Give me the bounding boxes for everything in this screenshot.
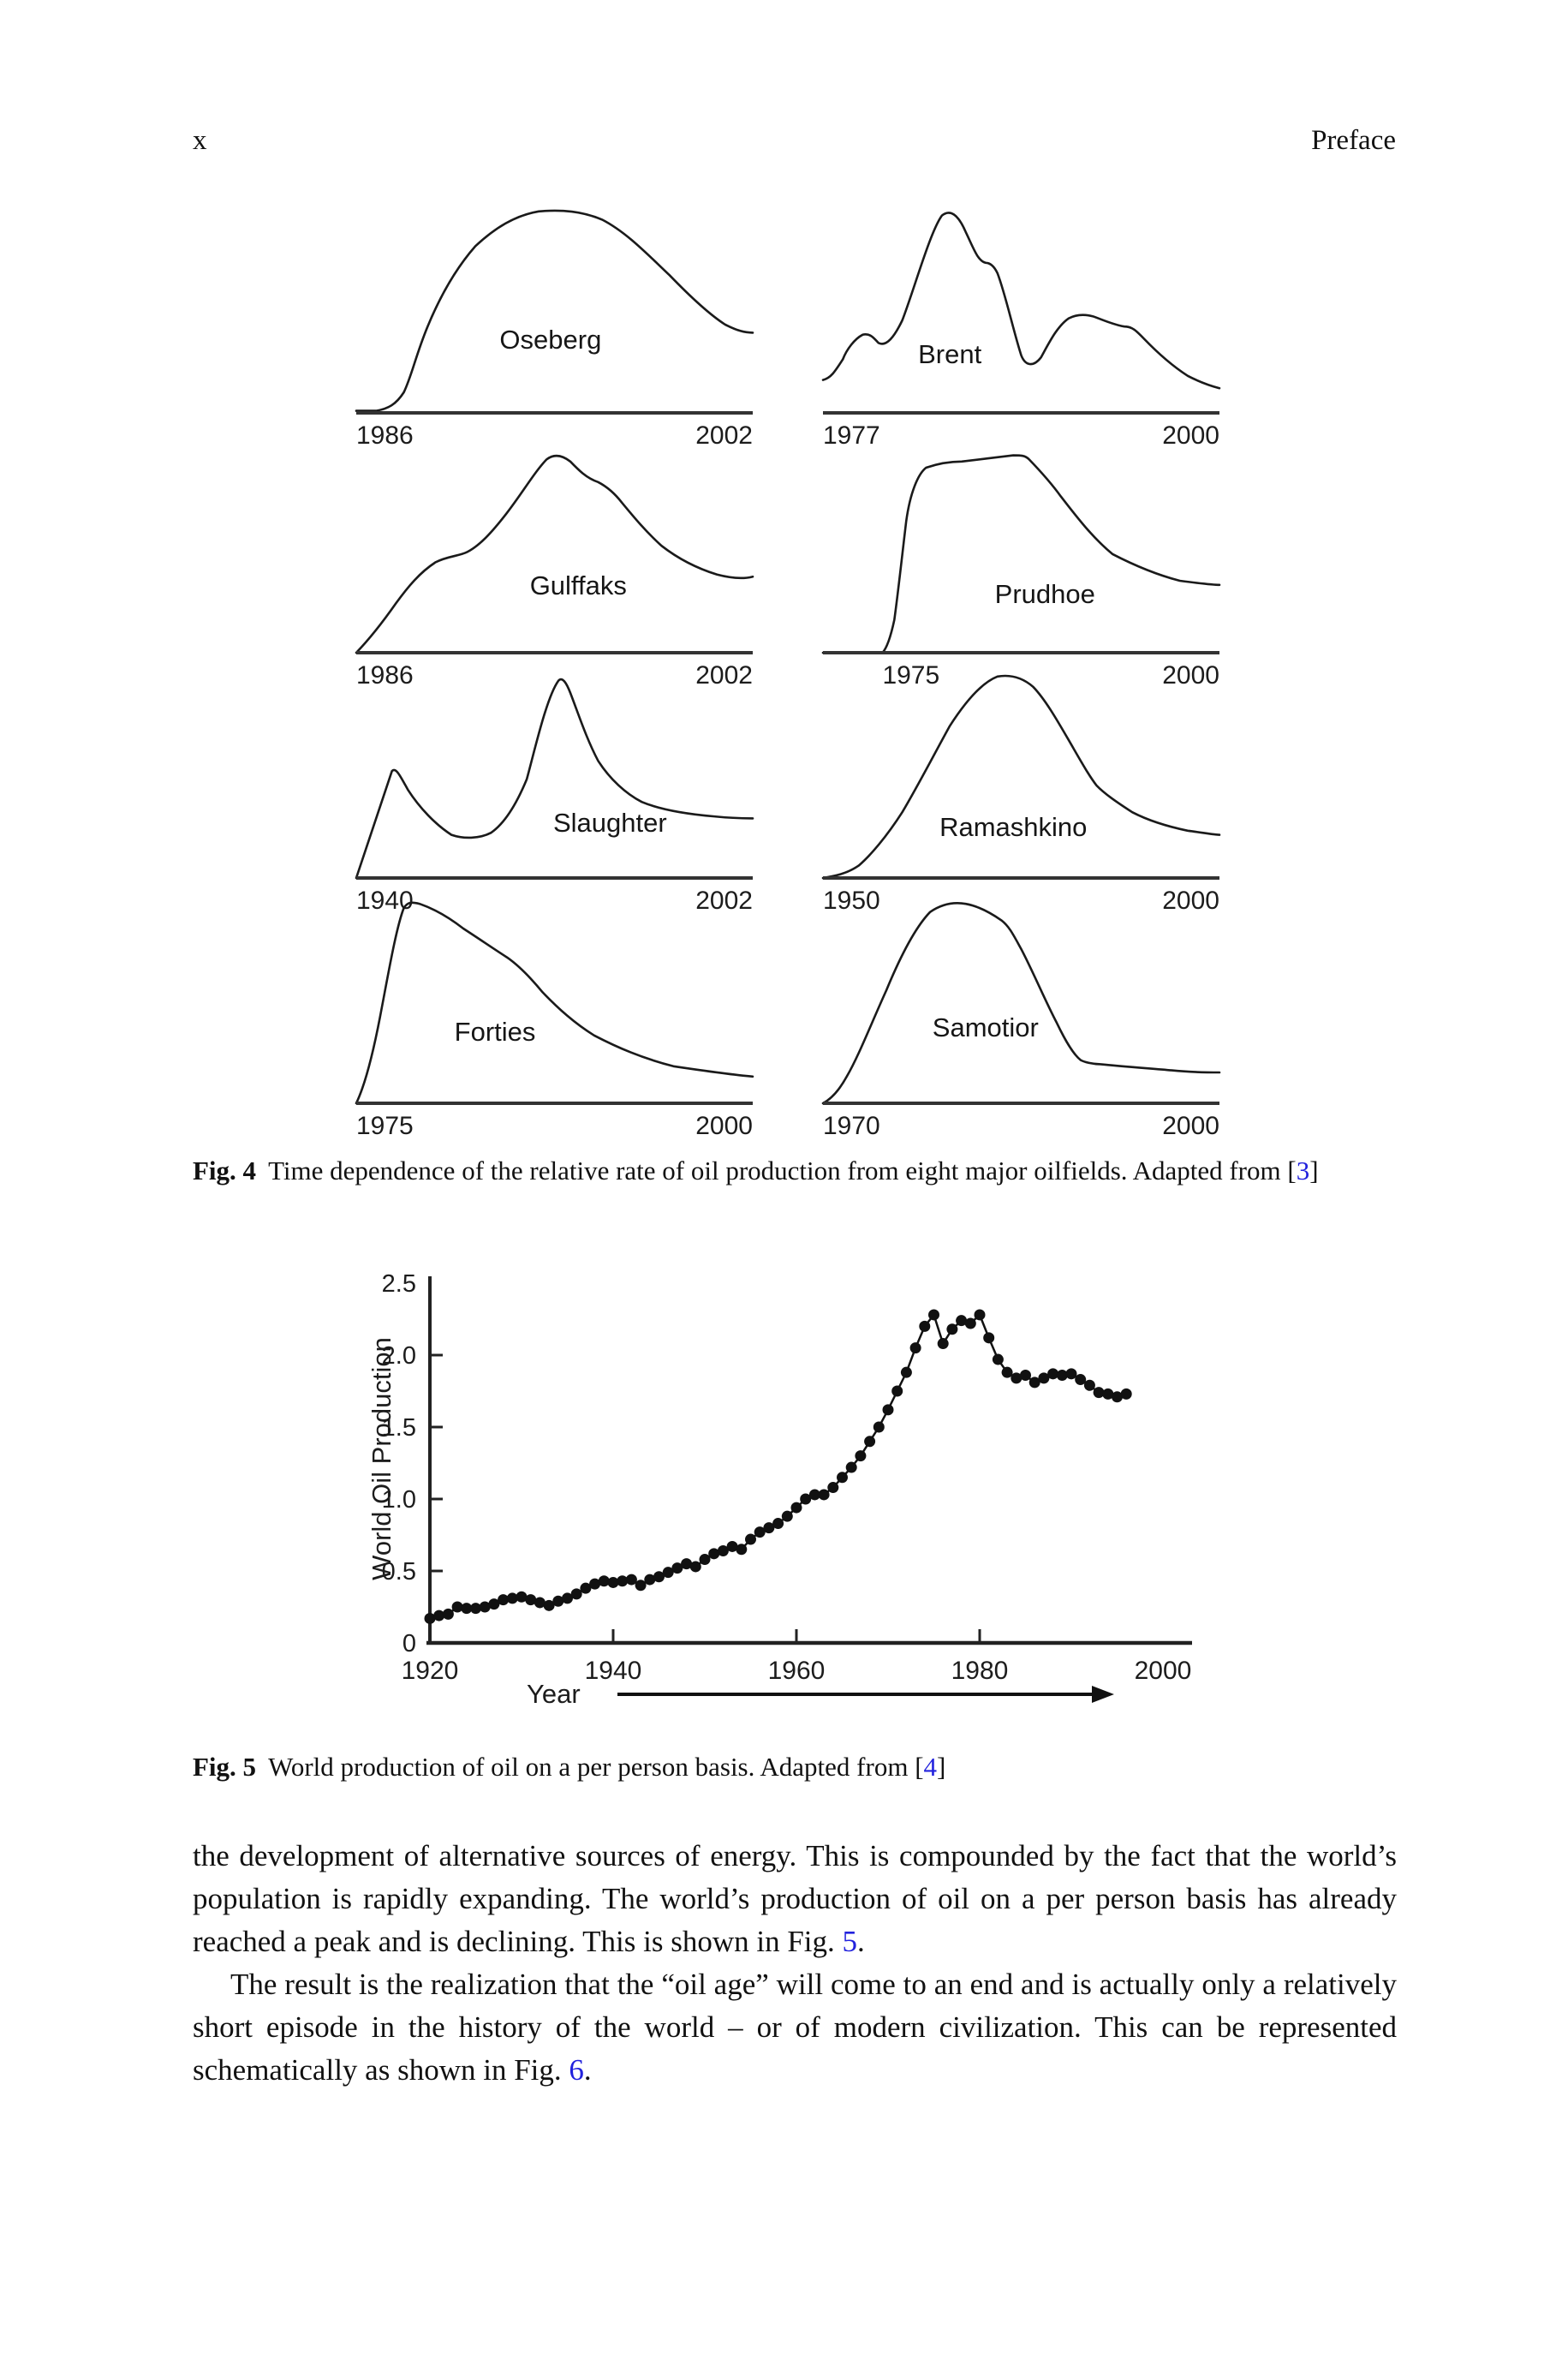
oilfield-curve [356, 672, 753, 878]
axis-end-year-label: 2000 [1162, 421, 1219, 450]
svg-text:1940: 1940 [585, 1657, 642, 1685]
paragraph-text-after: . [857, 1925, 865, 1958]
oilfield-label: Ramashkino [939, 812, 1088, 843]
fig4-panel-gulffaks: Gulffaks 1986 2002 [356, 447, 753, 690]
fig4-panel-oseberg: Oseberg 1986 2002 [356, 207, 753, 450]
svg-text:2.5: 2.5 [382, 1270, 416, 1298]
reference-link[interactable]: 4 [923, 1752, 938, 1782]
axis-start-year-label: 1986 [356, 661, 414, 690]
caption-text: Time dependence of the relative rate of … [268, 1156, 1297, 1186]
reference-link[interactable]: 6 [569, 2053, 584, 2087]
oilfield-label: Samotior [932, 1012, 1039, 1043]
fig4-panel-slaughter: Slaughter 1940 2002 [356, 672, 753, 915]
figure-label: Fig. 5 [193, 1752, 257, 1782]
page-header-title: Preface [1311, 125, 1396, 156]
axis-start-year-label: 1970 [823, 1112, 880, 1140]
paragraph-text-after: . [583, 2053, 592, 2087]
axis-start-year-label: 1977 [823, 421, 880, 450]
svg-text:1980: 1980 [951, 1657, 1009, 1685]
oilfield-curve [823, 447, 1219, 653]
svg-text:1960: 1960 [768, 1657, 826, 1685]
fig4-panel-ramashkino: Ramashkino 1950 2000 [823, 672, 1219, 915]
chart-x-axis [823, 876, 1219, 880]
figure-label: Fig. 4 [193, 1156, 257, 1186]
oilfield-curve [356, 207, 753, 413]
chart-x-axis [356, 411, 753, 415]
chart-x-axis [356, 1102, 753, 1105]
y-axis-label: World Oil Production [367, 1337, 396, 1580]
caption-text-after: ] [1309, 1156, 1319, 1186]
oilfield-curve [823, 898, 1219, 1103]
fig4-panel-samotior: Samotior 1970 2000 [823, 898, 1219, 1140]
oilfield-curve [356, 898, 753, 1103]
axis-end-year-label: 2002 [695, 421, 753, 450]
reference-link[interactable]: 3 [1296, 1156, 1310, 1186]
caption-text: World production of oil on a per person … [268, 1752, 924, 1782]
axis-end-year-label: 2000 [1162, 661, 1219, 690]
oilfield-curve [356, 447, 753, 653]
svg-text:2.0: 2.0 [382, 1342, 416, 1370]
chart-x-axis [823, 411, 1219, 415]
axis-start-year-label: 1986 [356, 421, 414, 450]
fig4-panel-brent: Brent 1977 2000 [823, 207, 1219, 450]
axis-start-year-label: 1975 [356, 1112, 414, 1140]
axis-end-year-label: 2002 [695, 661, 753, 690]
svg-text:2000: 2000 [1135, 1657, 1192, 1685]
chart-x-axis [823, 1102, 1219, 1105]
axis-end-year-label: 2000 [1162, 1112, 1219, 1140]
chart-x-axis [823, 651, 1219, 654]
fig5-caption: Fig. 5 World production of oil on a per p… [193, 1747, 1397, 1787]
reference-link[interactable]: 5 [842, 1925, 858, 1958]
body-text-block: the development of alternative sources o… [193, 1835, 1397, 2092]
svg-text:1920: 1920 [402, 1657, 459, 1685]
oilfield-label: Slaughter [552, 808, 667, 839]
body-paragraph-2: The result is the realization that the “… [193, 1963, 1397, 2092]
oilfield-curve [823, 672, 1219, 878]
svg-text:1.0: 1.0 [382, 1486, 416, 1514]
page-number: x [193, 125, 207, 156]
axis-start-year-label: 1950 [823, 887, 880, 915]
oilfield-label: Prudhoe [994, 578, 1095, 609]
axis-start-year-label: 1975 [882, 661, 940, 690]
svg-text:0.5: 0.5 [382, 1558, 416, 1586]
axis-end-year-label: 2002 [695, 887, 753, 915]
svg-text:0: 0 [402, 1630, 416, 1657]
oilfield-curve [823, 207, 1219, 413]
body-paragraph-1: the development of alternative sources o… [193, 1835, 1397, 1963]
axis-end-year-label: 2000 [695, 1112, 753, 1140]
oilfield-label: Oseberg [499, 324, 602, 355]
oilfield-label: Brent [918, 338, 982, 369]
chart-x-axis [356, 651, 753, 654]
chart-x-axis [356, 876, 753, 880]
year-axis-arrow [617, 1686, 1114, 1703]
fig4-caption: Fig. 4 Time dependence of the relative ra… [193, 1151, 1397, 1191]
fig5-plot-svg: 0 0.5 1.0 1.5 2.0 2.5 1920 1940 1960 1980 2000 [382, 1270, 1192, 1685]
svg-text:1.5: 1.5 [382, 1414, 416, 1442]
fig4-panel-forties: Forties 1975 2000 [356, 898, 753, 1140]
x-axis-label-year: Year [527, 1679, 581, 1709]
paragraph-text: The result is the realization that the “… [193, 1968, 1397, 2087]
oilfield-label: Gulffaks [529, 570, 627, 600]
axis-end-year-label: 2000 [1162, 887, 1219, 915]
oilfield-label: Forties [454, 1017, 536, 1048]
caption-text-after: ] [937, 1752, 946, 1782]
paragraph-text: the development of alternative sources o… [193, 1839, 1397, 1958]
fig4-panel-prudhoe: Prudhoe 1975 2000 [823, 447, 1219, 690]
